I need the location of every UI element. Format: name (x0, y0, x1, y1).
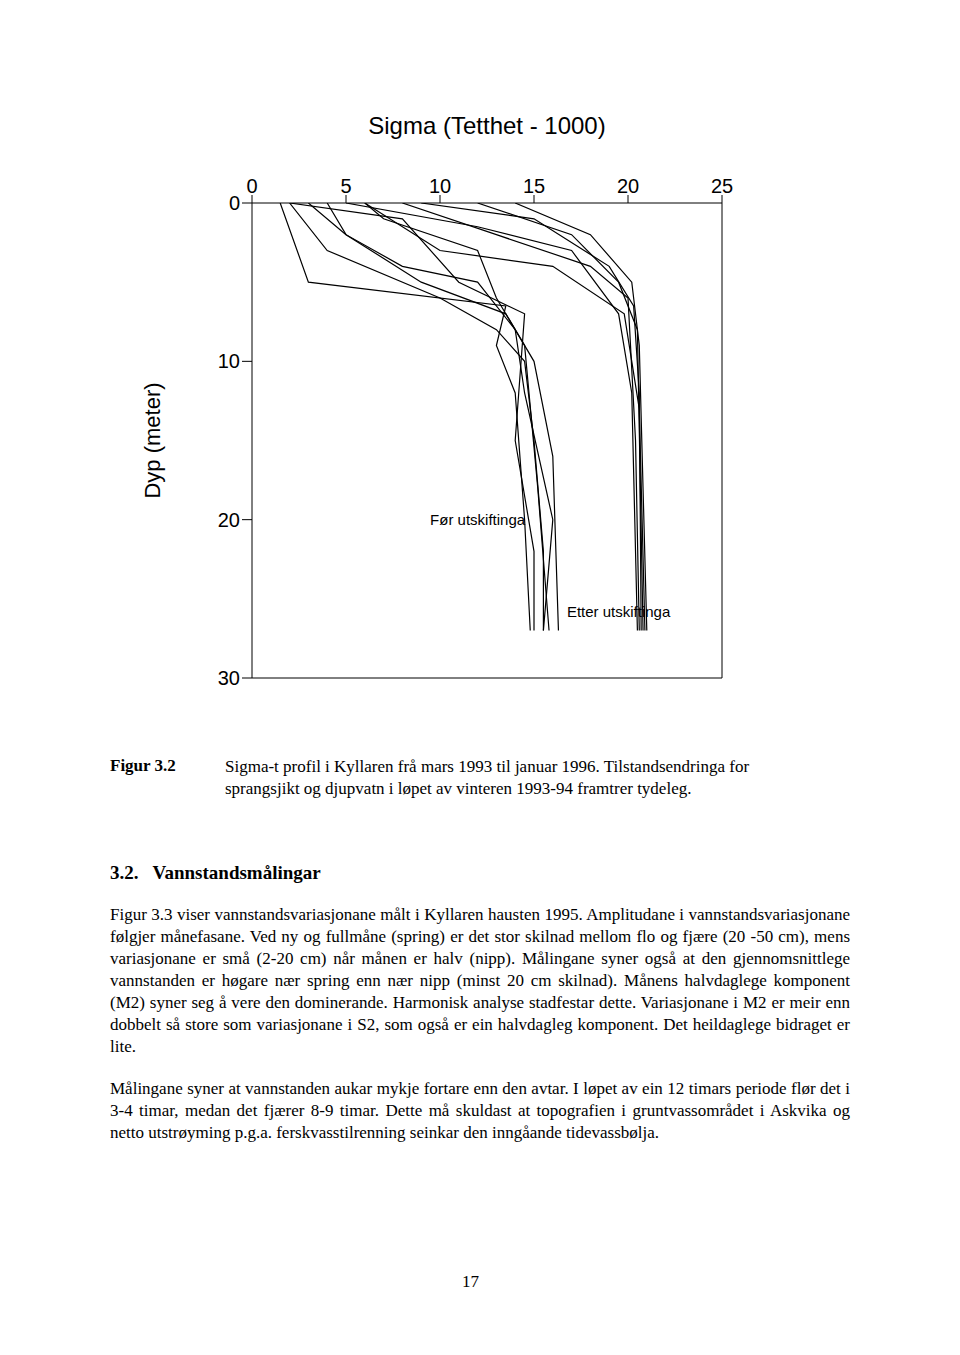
html-text:Figur 3.3 viser vannstandsvari: Figur 3.3 viser vannstandsvariasjonane m… (110, 905, 850, 1056)
html-text:Målingane syner at vannstanden: Målingane syner at vannstanden aukar myk… (110, 1079, 850, 1142)
svg-text:Før utskiftinga: Før utskiftinga (430, 511, 526, 528)
svg-text:0: 0 (246, 175, 257, 197)
svg-text:10: 10 (429, 175, 451, 197)
svg-text:30: 30 (218, 667, 240, 689)
svg-text:Etter utskiftinga: Etter utskiftinga (567, 603, 671, 620)
svg-text:25: 25 (711, 175, 733, 197)
html-text:Vannstandsmålingar: Vannstandsmålingar (152, 862, 321, 883)
html-text:Sigma (Tetthet - 1000): Sigma (Tetthet - 1000) (368, 112, 606, 139)
svg-text:10: 10 (218, 350, 240, 372)
html-text:17: 17 (462, 1272, 479, 1291)
html-text:3.2.: 3.2. (110, 862, 139, 883)
svg-text:5: 5 (340, 175, 351, 197)
svg-text:20: 20 (218, 509, 240, 531)
svg-text:15: 15 (523, 175, 545, 197)
html-text:Figur 3.2: Figur 3.2 (110, 756, 176, 775)
svg-text:20: 20 (617, 175, 639, 197)
svg-text:Dyp (meter): Dyp (meter) (140, 382, 165, 498)
html-text:Sigma-t profil i Kyllaren frå: Sigma-t profil i Kyllaren frå mars 1993 … (225, 757, 750, 798)
svg-text:0: 0 (229, 192, 240, 214)
